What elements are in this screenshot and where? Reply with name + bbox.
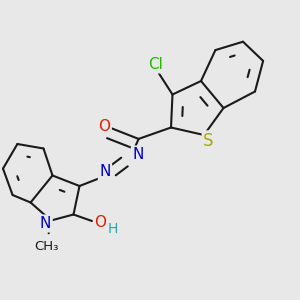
Text: H: H [107,222,118,236]
Text: O: O [94,215,106,230]
Text: N: N [132,147,144,162]
Text: S: S [203,132,214,150]
Text: N: N [99,164,111,179]
Text: O: O [98,119,110,134]
Text: Cl: Cl [148,57,164,72]
Text: N: N [40,216,51,231]
Text: CH₃: CH₃ [34,240,59,253]
